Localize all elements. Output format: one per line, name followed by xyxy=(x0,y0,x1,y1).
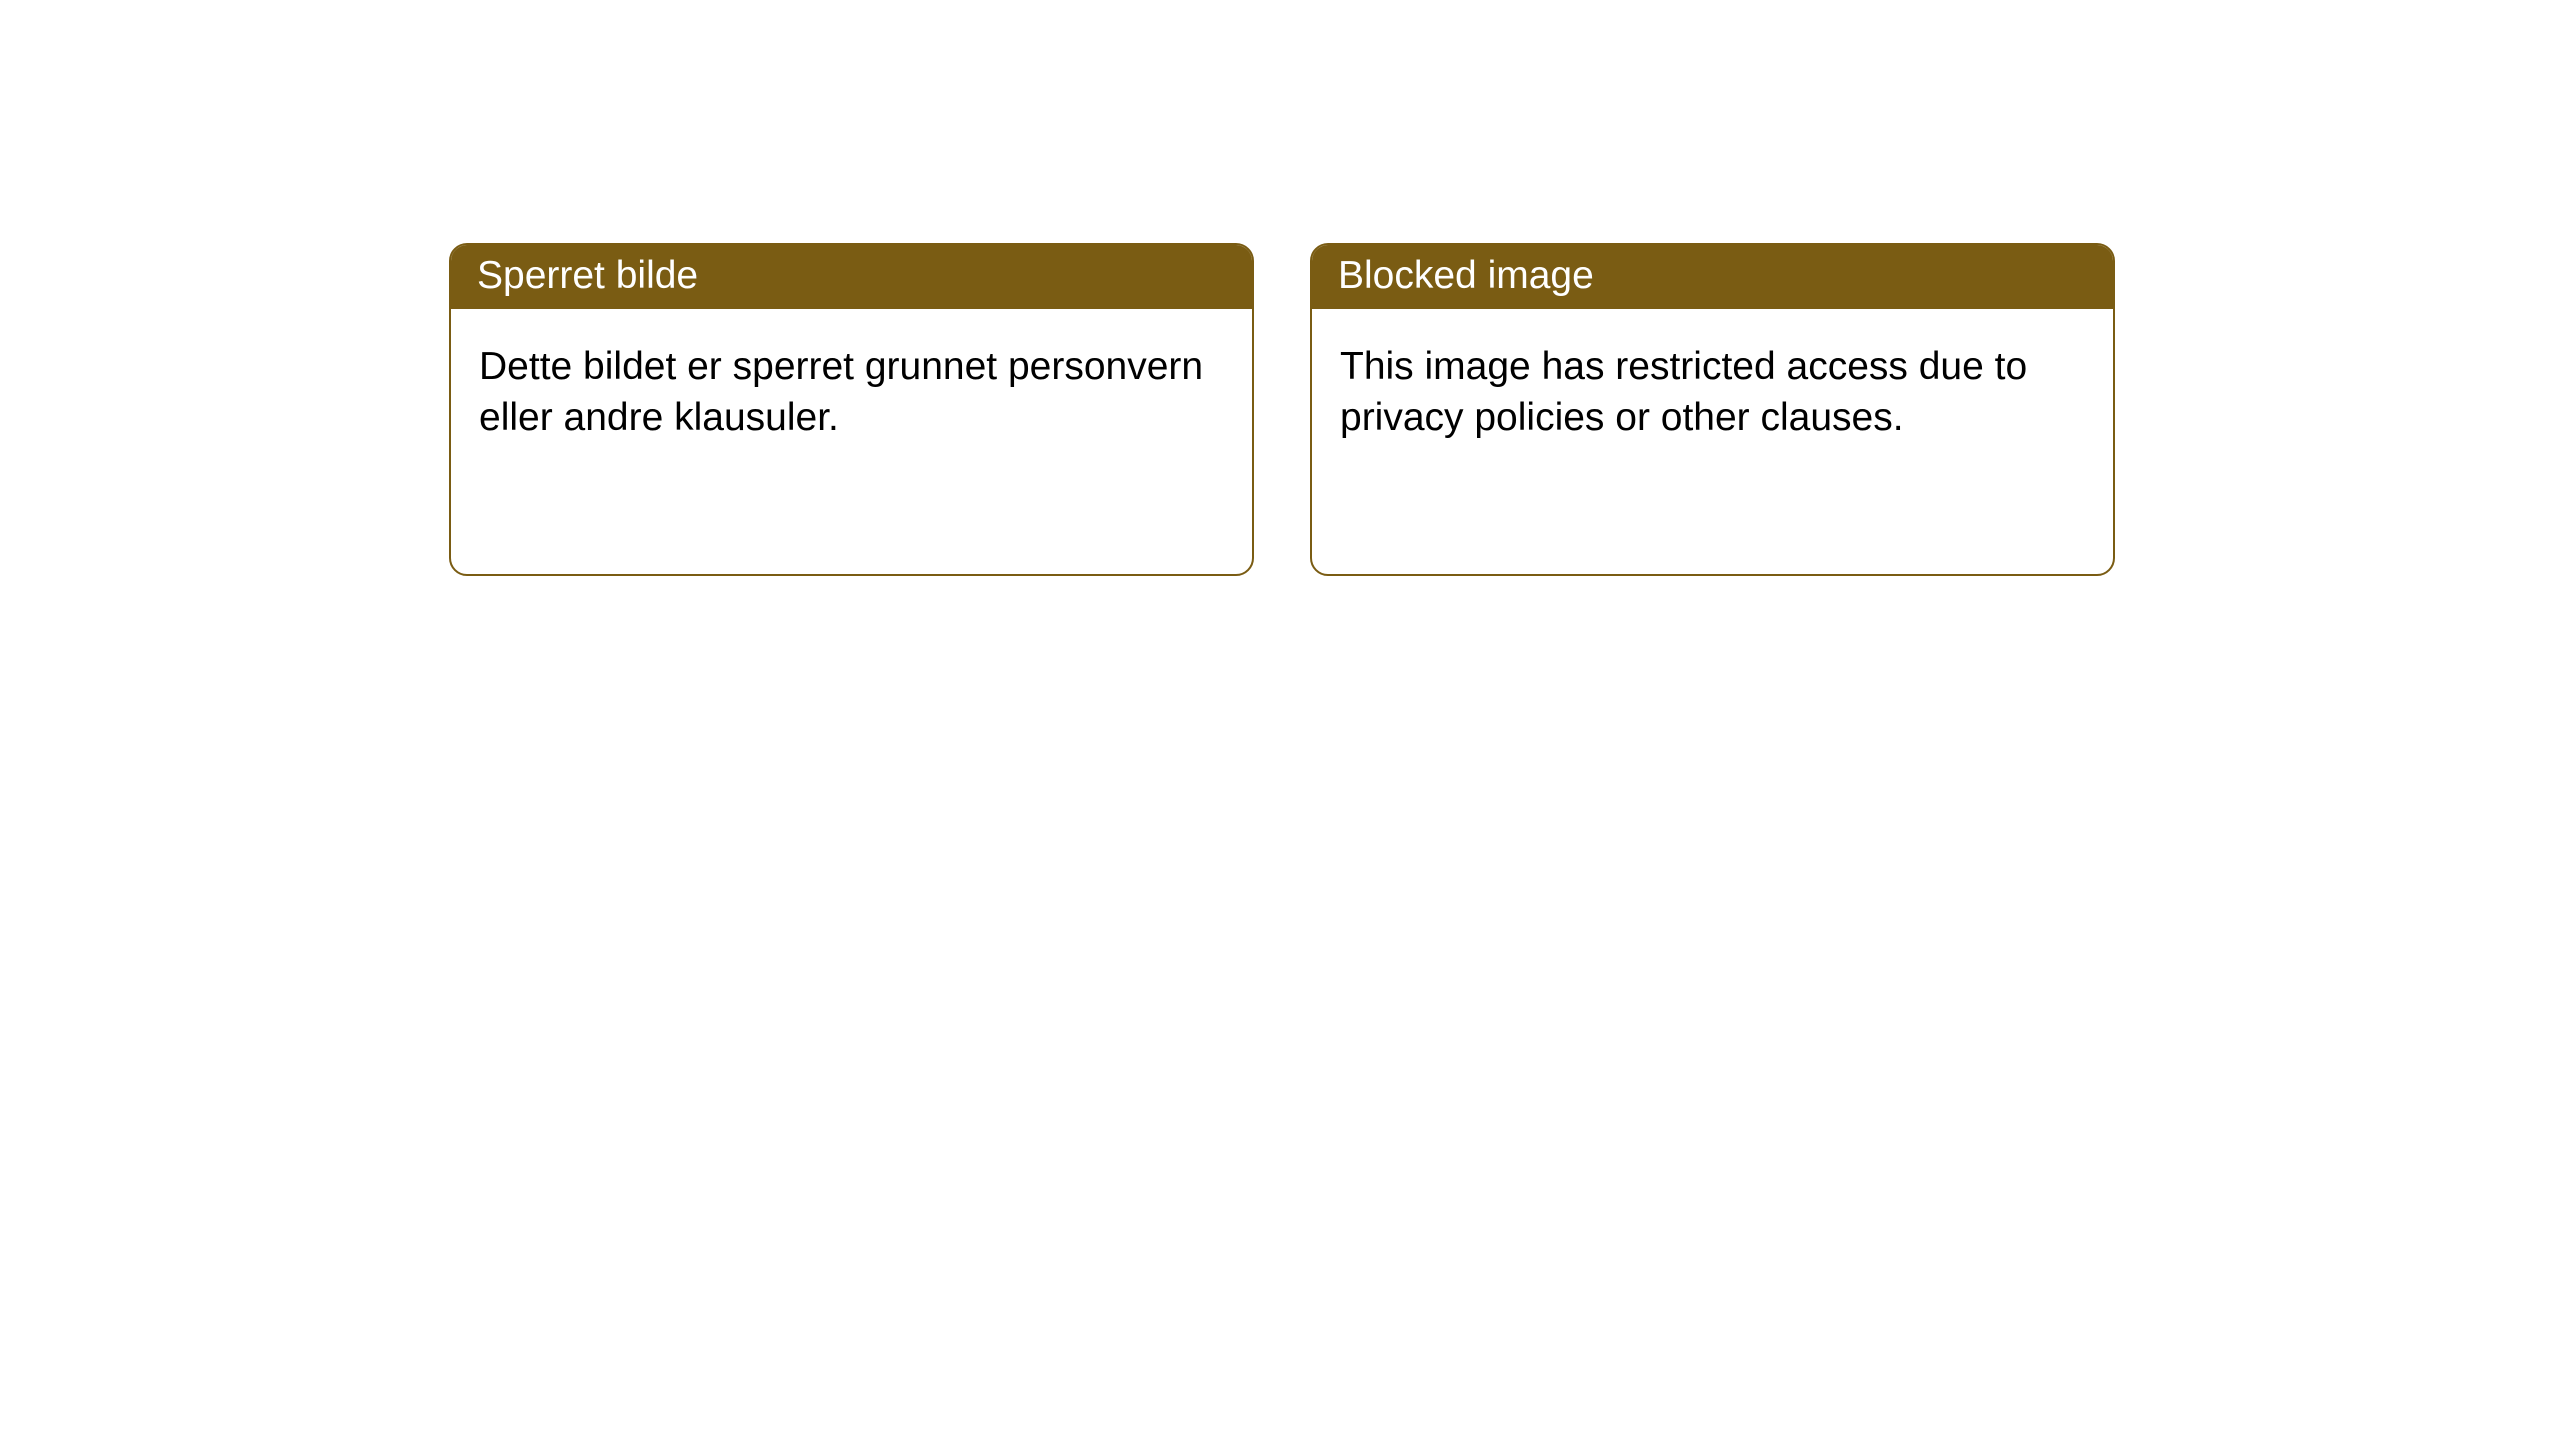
notice-container: Sperret bilde Dette bildet er sperret gr… xyxy=(0,0,2560,576)
notice-card-norwegian: Sperret bilde Dette bildet er sperret gr… xyxy=(449,243,1254,576)
notice-body: Dette bildet er sperret grunnet personve… xyxy=(451,309,1252,476)
notice-header: Sperret bilde xyxy=(451,245,1252,309)
notice-header: Blocked image xyxy=(1312,245,2113,309)
notice-card-english: Blocked image This image has restricted … xyxy=(1310,243,2115,576)
notice-body: This image has restricted access due to … xyxy=(1312,309,2113,476)
